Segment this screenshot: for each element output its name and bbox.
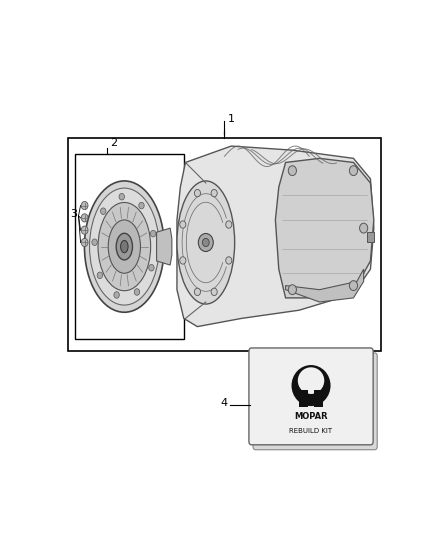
Ellipse shape <box>85 181 164 312</box>
Text: 2: 2 <box>110 138 117 148</box>
Bar <box>367 232 374 243</box>
Ellipse shape <box>120 240 128 253</box>
Circle shape <box>288 285 297 295</box>
Text: 4: 4 <box>221 398 228 408</box>
FancyBboxPatch shape <box>253 353 377 450</box>
Circle shape <box>151 230 156 237</box>
FancyBboxPatch shape <box>249 348 373 445</box>
Circle shape <box>139 203 144 209</box>
Polygon shape <box>156 228 172 265</box>
Circle shape <box>81 238 88 247</box>
Bar <box>68 138 381 351</box>
Circle shape <box>134 289 140 295</box>
Circle shape <box>350 166 357 175</box>
Circle shape <box>97 272 102 279</box>
Circle shape <box>226 257 232 264</box>
Circle shape <box>180 257 186 264</box>
Circle shape <box>194 288 201 295</box>
Bar <box>75 154 184 339</box>
Bar <box>314 390 322 407</box>
Circle shape <box>226 221 232 228</box>
Circle shape <box>81 201 88 209</box>
Circle shape <box>202 238 209 247</box>
Ellipse shape <box>89 188 159 305</box>
Circle shape <box>211 189 217 197</box>
Text: REBUILD KIT: REBUILD KIT <box>290 427 332 434</box>
Text: MOPAR: MOPAR <box>294 412 328 421</box>
Polygon shape <box>286 269 364 302</box>
Circle shape <box>81 214 88 222</box>
Polygon shape <box>276 158 374 298</box>
Circle shape <box>92 239 97 246</box>
Circle shape <box>119 193 124 200</box>
Circle shape <box>350 281 357 290</box>
Circle shape <box>288 166 297 175</box>
Circle shape <box>194 189 201 197</box>
Ellipse shape <box>116 233 132 260</box>
Circle shape <box>198 233 213 252</box>
Circle shape <box>81 226 88 235</box>
Circle shape <box>360 223 368 233</box>
Bar <box>300 390 307 407</box>
Circle shape <box>100 208 106 214</box>
Text: 3: 3 <box>70 209 77 219</box>
Polygon shape <box>177 146 374 327</box>
Ellipse shape <box>108 220 141 273</box>
Ellipse shape <box>98 203 151 290</box>
Circle shape <box>180 221 186 228</box>
Text: 1: 1 <box>228 115 235 124</box>
Circle shape <box>114 292 119 298</box>
Circle shape <box>148 264 154 271</box>
Circle shape <box>211 288 217 295</box>
Ellipse shape <box>298 367 324 394</box>
Ellipse shape <box>177 181 235 304</box>
Ellipse shape <box>292 365 331 406</box>
